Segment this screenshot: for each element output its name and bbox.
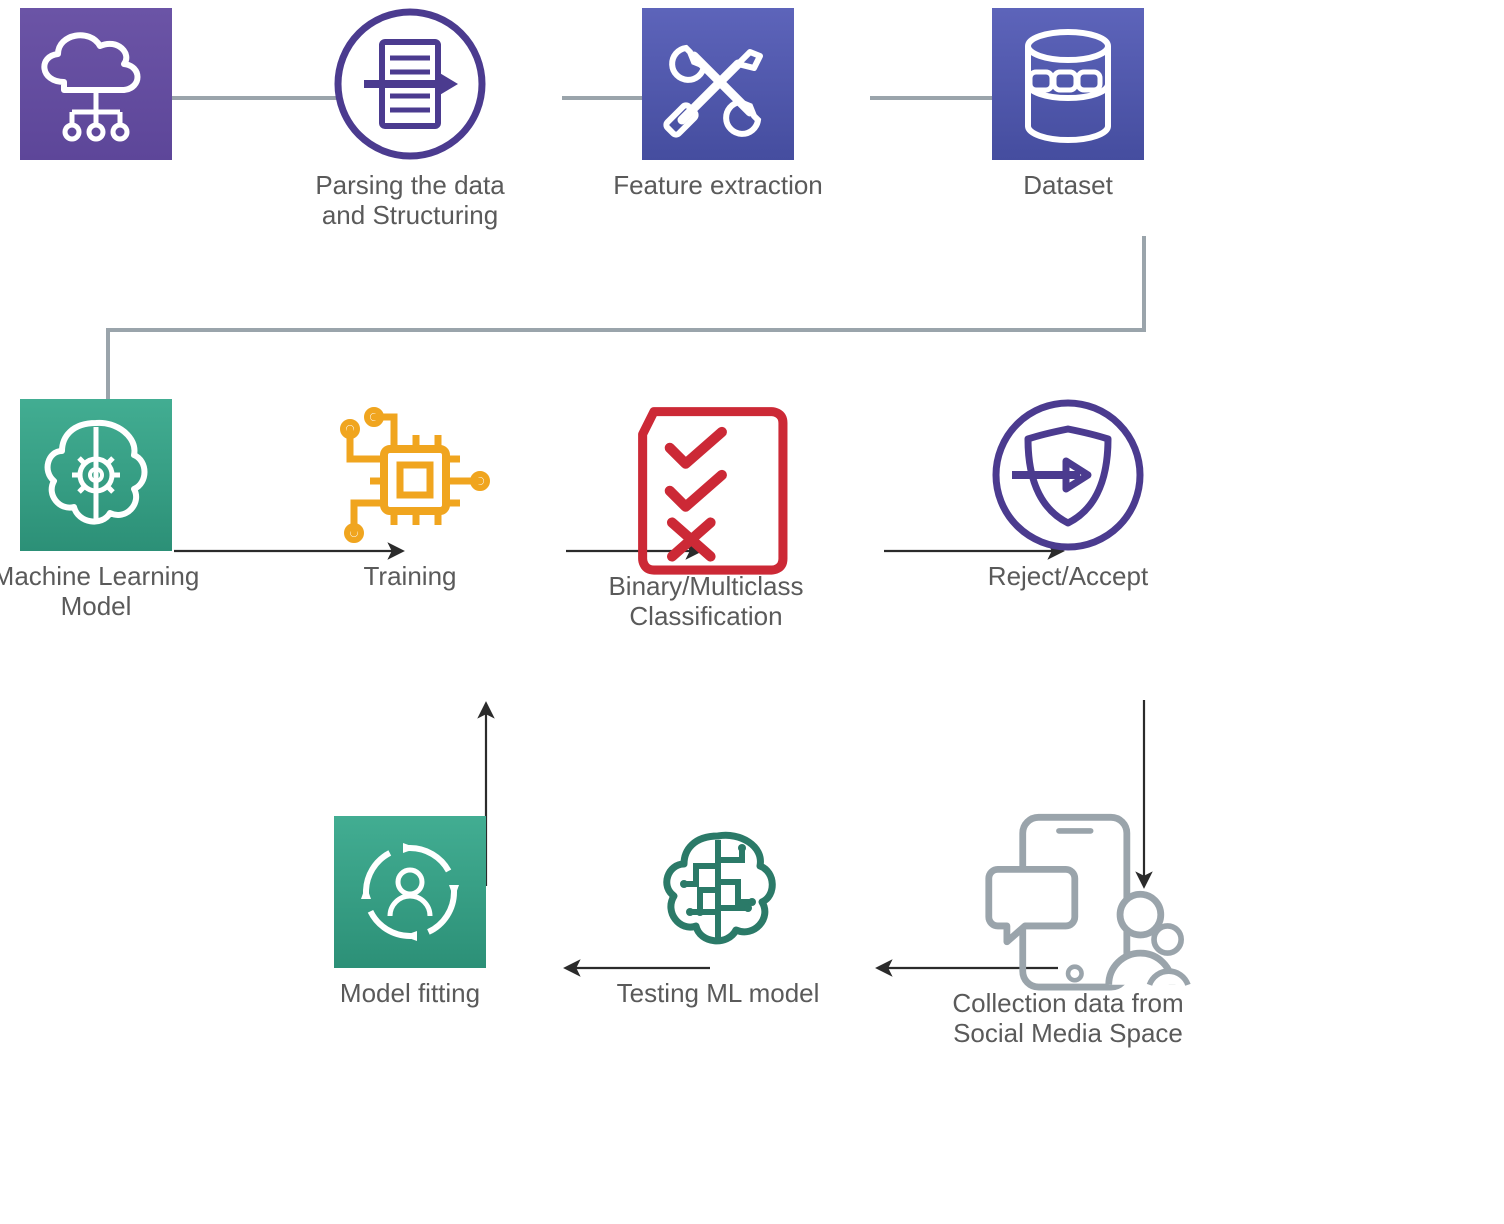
node-label-parsing-line1: Parsing the data (315, 170, 505, 200)
node-label-testing: Testing ML model (617, 978, 820, 1008)
node-training: Training (343, 410, 487, 591)
node-label-mlmodel-line1: Machine Learning (0, 561, 199, 591)
node-mlmodel: Machine LearningModel (0, 399, 199, 621)
node-label-mlmodel-line2: Model (61, 591, 132, 621)
node-classify: Binary/MulticlassClassification (608, 412, 803, 631)
node-reject: Reject/Accept (988, 403, 1149, 591)
phone-chat-user-icon (989, 817, 1188, 987)
node-label-training: Training (364, 561, 457, 591)
flowchart-canvas: Parsing the dataand Structuring Feature e… (0, 0, 1504, 1224)
node-collection: Collection data fromSocial Media Space (952, 817, 1188, 1048)
node-testing: Testing ML model (617, 835, 820, 1008)
node-cloud (20, 8, 172, 160)
node-feature: Feature extraction (613, 8, 823, 200)
edge-dataset-mlmodel (108, 236, 1144, 468)
node-dataset: Dataset (992, 8, 1144, 200)
brain-circuit-icon (667, 835, 772, 941)
node-label-classify-line1: Binary/Multiclass (608, 571, 803, 601)
node-parsing: Parsing the dataand Structuring (315, 12, 505, 230)
edges-layer (108, 98, 1144, 968)
node-label-parsing-line2: and Structuring (322, 200, 498, 230)
node-label-fitting: Model fitting (340, 978, 480, 1008)
node-label-dataset: Dataset (1023, 170, 1113, 200)
node-label-reject: Reject/Accept (988, 561, 1149, 591)
checklist-icon (643, 412, 783, 570)
node-fitting: Model fitting (334, 816, 486, 1008)
chip-circuit-icon (343, 410, 487, 540)
nodes-layer: Parsing the dataand Structuring Feature e… (0, 8, 1188, 1048)
node-label-feature: Feature extraction (613, 170, 823, 200)
node-label-collection-line2: Social Media Space (953, 1018, 1183, 1048)
node-label-collection-line1: Collection data from (952, 988, 1183, 1018)
node-label-classify-line2: Classification (629, 601, 782, 631)
